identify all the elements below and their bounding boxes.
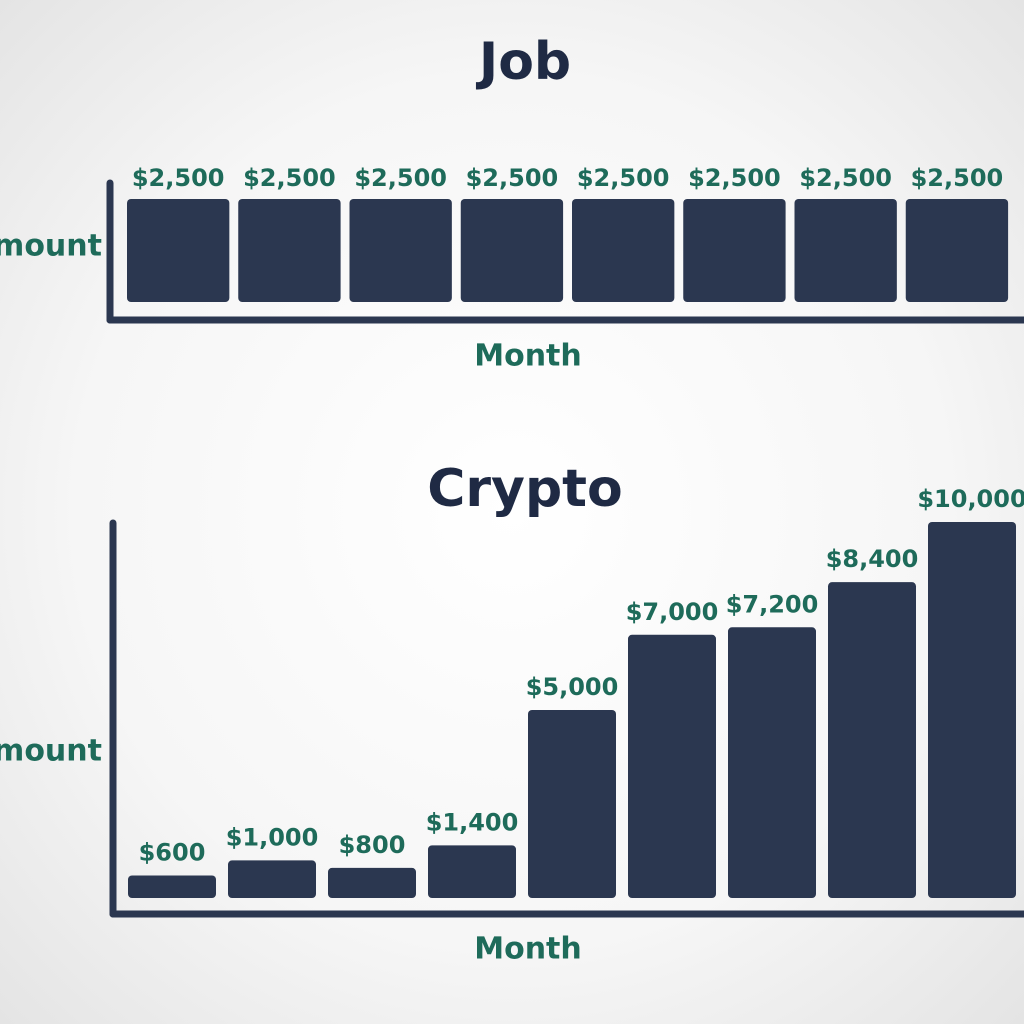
value-label: $2,500	[354, 164, 447, 192]
y-axis-label: Amount	[0, 229, 102, 264]
x-axis-label: Month	[474, 339, 582, 374]
bar	[628, 634, 716, 898]
value-label: $8,400	[826, 545, 919, 573]
value-label: $2,500	[799, 164, 892, 192]
bar	[928, 522, 1016, 898]
value-label: $800	[339, 831, 406, 859]
value-label: $600	[139, 838, 206, 866]
value-label: $5,000	[526, 673, 619, 701]
bar	[228, 860, 316, 898]
value-label: $1,400	[426, 808, 519, 836]
chart-title: Job	[476, 32, 571, 92]
value-label: $2,500	[132, 164, 225, 192]
value-label: $2,500	[466, 164, 559, 192]
value-label: $7,200	[726, 590, 819, 618]
value-label: $10,000	[917, 485, 1024, 513]
bar	[828, 582, 916, 898]
value-label: $7,000	[626, 598, 719, 626]
bar	[794, 199, 897, 302]
x-axis-label: Month	[474, 932, 582, 967]
bar	[238, 199, 341, 302]
bar	[683, 199, 786, 302]
bar	[127, 199, 230, 302]
value-label: $2,500	[688, 164, 781, 192]
y-axis-label: Amount	[0, 734, 102, 769]
bar	[460, 199, 564, 302]
chart-title: Crypto	[427, 459, 623, 519]
bar	[428, 845, 516, 898]
bar	[728, 627, 816, 898]
bar	[128, 875, 216, 898]
bar	[328, 867, 416, 898]
bar	[572, 199, 675, 302]
value-label: $2,500	[243, 164, 336, 192]
bar	[905, 199, 1009, 302]
bar	[349, 199, 452, 302]
value-label: $2,500	[911, 164, 1004, 192]
value-label: $1,000	[226, 823, 319, 851]
bar	[528, 710, 616, 898]
value-label: $2,500	[577, 164, 670, 192]
